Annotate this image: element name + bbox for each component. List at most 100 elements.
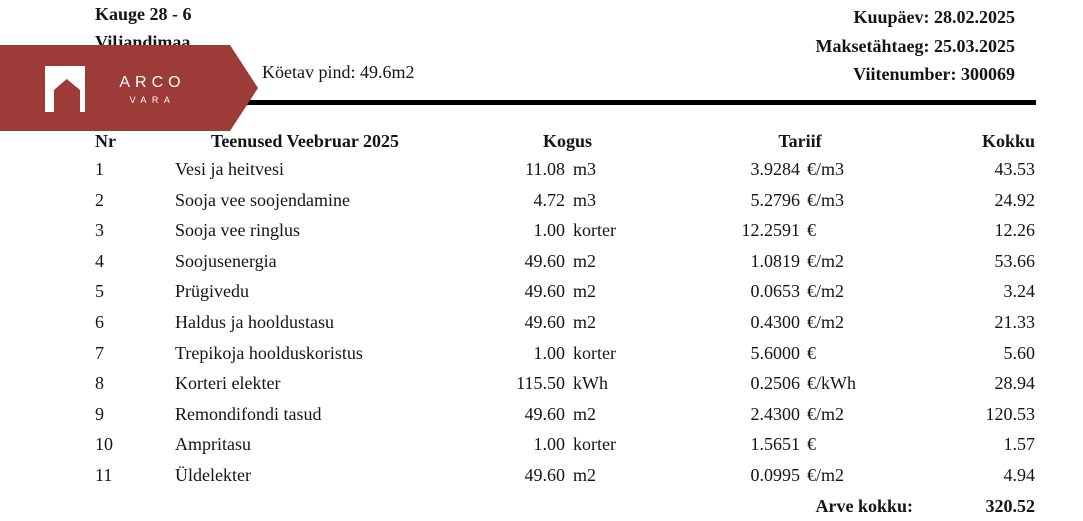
tariff-unit: €/m2 — [807, 281, 845, 302]
row-total: 5.60 — [1003, 342, 1036, 363]
tariff-value: 0.4300 — [750, 312, 801, 332]
tariff-unit: € — [807, 342, 816, 363]
row-number: 2 — [95, 189, 104, 210]
tariff-value: 0.0653 — [750, 281, 801, 302]
row-total: 21.33 — [994, 312, 1036, 332]
services-table: Nr Teenused Veebruar 2025 Kogus Tariif K… — [0, 129, 1083, 521]
tariff-value: 5.2796 — [750, 189, 801, 210]
quantity-value: 49.60 — [524, 465, 566, 485]
quantity-value: 1.00 — [533, 220, 566, 241]
row-total: 4.94 — [1003, 465, 1036, 485]
invoice-reference-number: Viitenumber: 300069 — [853, 64, 1015, 84]
table-row: 10 Ampritasu 1.00 korter 1.5651 €1.57 — [0, 434, 1083, 464]
table-total-row: Arve kokku: 320.52 — [0, 496, 1083, 521]
row-number: 3 — [95, 220, 104, 241]
service-name: Sooja vee ringlus — [175, 220, 300, 241]
row-total: 24.92 — [994, 189, 1036, 210]
column-header-tariff: Tariif — [778, 131, 822, 151]
quantity-unit: m2 — [573, 250, 597, 271]
tariff-unit: €/kWh — [807, 373, 856, 394]
service-name: Haldus ja hooldustasu — [175, 312, 334, 332]
house-icon — [45, 66, 85, 117]
tariff-unit: €/m2 — [807, 312, 845, 332]
quantity-unit: m2 — [573, 312, 597, 332]
quantity-unit: korter — [573, 220, 616, 241]
brand-name: ARCO — [119, 74, 186, 91]
tariff-unit: €/m2 — [807, 403, 845, 424]
row-number: 6 — [95, 312, 104, 332]
row-number: 4 — [95, 250, 104, 271]
table-row: 11 Üldelekter 49.60 m2 0.0995 €/m2 4.94 — [0, 465, 1083, 495]
row-number: 8 — [95, 373, 104, 394]
table-row: 3 Sooja vee ringlus 1.00 korter 12.2591 €12.2… — [0, 220, 1083, 250]
quantity-value: 49.60 — [524, 312, 566, 332]
table-row: 7 Trepikoja hoolduskoristus 1.00 korter 5.60… — [0, 343, 1083, 373]
service-name: Sooja vee soojendamine — [175, 189, 350, 210]
tariff-value: 12.2591 — [741, 220, 801, 241]
column-header-total: Kokku — [981, 131, 1035, 151]
quantity-unit: m3 — [573, 159, 597, 179]
row-total: 12.26 — [994, 220, 1036, 241]
quantity-unit: m2 — [573, 403, 597, 424]
service-name: Trepikoja hoolduskoristus — [175, 342, 363, 363]
row-number: 1 — [95, 159, 104, 179]
tariff-value: 5.6000 — [750, 342, 801, 363]
quantity-value: 49.60 — [524, 250, 566, 271]
table-row: 2 Sooja vee soojendamine 4.72 m3 5.2796 €/m3 2… — [0, 190, 1083, 220]
table-row: 8 Korteri elekter 115.50 kWh 0.2506 €/kWh 28.9… — [0, 373, 1083, 403]
tariff-value: 1.5651 — [750, 434, 801, 455]
invoice-total-value: 320.52 — [985, 495, 1036, 516]
tariff-unit: €/m3 — [807, 159, 845, 179]
tariff-value: 3.9284 — [750, 159, 801, 179]
quantity-value: 1.00 — [533, 434, 566, 455]
quantity-value: 1.00 — [533, 342, 566, 363]
row-number: 5 — [95, 281, 104, 302]
column-header-nr: Nr — [95, 131, 116, 151]
quantity-unit: m2 — [573, 465, 597, 485]
tariff-value: 2.4300 — [750, 403, 801, 424]
quantity-value: 115.50 — [516, 373, 565, 394]
row-total: 3.24 — [1003, 281, 1036, 302]
service-name: Soojusenergia — [175, 250, 277, 271]
row-total: 28.94 — [994, 373, 1036, 394]
table-row: 5 Prügivedu 49.60 m2 0.0653 €/m2 3.24 — [0, 281, 1083, 311]
tariff-unit: € — [807, 434, 816, 455]
tariff-unit: € — [807, 220, 816, 241]
service-name: Remondifondi tasud — [175, 403, 322, 424]
address-line-1: Kauge 28 - 6 — [95, 4, 192, 24]
service-name: Ampritasu — [175, 434, 251, 455]
column-header-services: Teenused Veebruar 2025 — [210, 131, 400, 151]
tariff-unit: €/m2 — [807, 250, 845, 271]
invoice-meta: Kuupäev: 28.02.2025 Maksetähtaeg: 25.03.… — [816, 3, 1015, 89]
quantity-value: 49.60 — [524, 281, 566, 302]
quantity-value: 4.72 — [533, 189, 566, 210]
row-total: 120.53 — [985, 403, 1036, 424]
row-number: 11 — [95, 465, 113, 485]
row-number: 10 — [95, 434, 113, 455]
row-number: 9 — [95, 403, 104, 424]
service-name: Korteri elekter — [175, 373, 281, 394]
quantity-value: 11.08 — [525, 159, 565, 179]
row-total: 1.57 — [1003, 434, 1036, 455]
service-name: Prügivedu — [175, 281, 249, 302]
tariff-value: 0.0995 — [750, 465, 801, 485]
table-row: 6 Haldus ja hooldustasu 49.60 m2 0.4300 €/m2 2… — [0, 312, 1083, 342]
invoice-date: Kuupäev: 28.02.2025 — [853, 7, 1015, 27]
heated-area-text: Köetav pind: 49.6m2 — [262, 62, 415, 82]
brand-subname: VARA — [129, 95, 176, 105]
service-name: Vesi ja heitvesi — [175, 159, 284, 179]
brand-ribbon: ARCO VARA — [0, 45, 258, 131]
invoice-due-date: Maksetähtaeg: 25.03.2025 — [815, 35, 1015, 56]
table-row: 4 Soojusenergia 49.60 m2 1.0819 €/m2 53.66 — [0, 251, 1083, 281]
tariff-value: 1.0819 — [750, 250, 801, 271]
tariff-value: 0.2506 — [750, 373, 801, 394]
row-number: 7 — [95, 342, 104, 363]
header-divider — [240, 100, 1036, 105]
quantity-unit: m3 — [573, 189, 597, 210]
quantity-value: 49.60 — [524, 403, 566, 424]
row-total: 43.53 — [994, 159, 1036, 179]
service-name: Üldelekter — [175, 465, 251, 485]
tariff-unit: €/m3 — [807, 189, 845, 210]
row-total: 53.66 — [994, 250, 1036, 271]
